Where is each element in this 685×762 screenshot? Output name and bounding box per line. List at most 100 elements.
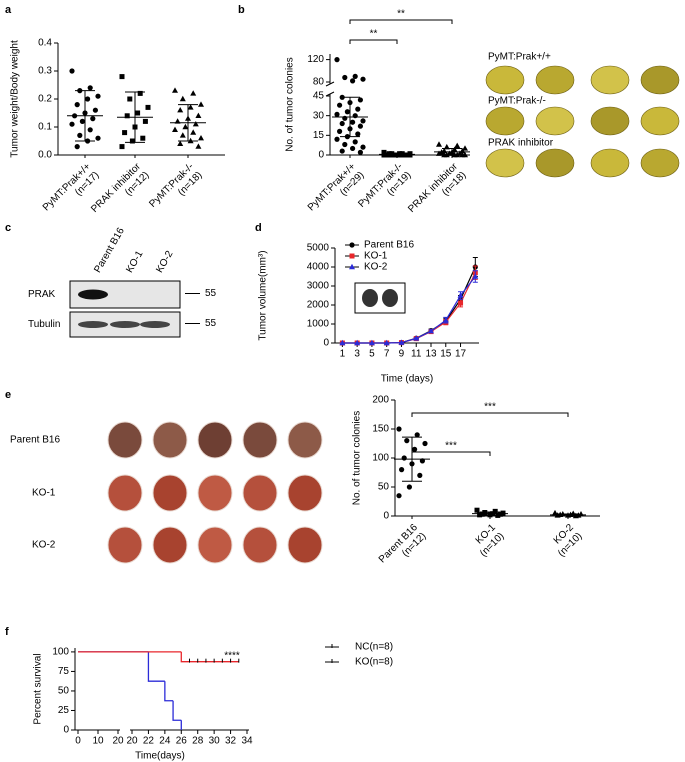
data-point (92, 107, 98, 113)
data-point (352, 139, 358, 145)
data-point (182, 123, 189, 130)
lung-photo (197, 474, 233, 512)
sd-bar (442, 147, 462, 156)
data-point (414, 432, 420, 438)
panel-letter: f (5, 626, 9, 638)
lung-photo (107, 474, 143, 512)
lane-label: KO-1 (124, 249, 145, 275)
lung-photo (242, 526, 278, 564)
y-tick-label: 30 (313, 110, 325, 121)
sd-bar (75, 90, 95, 142)
data-point (177, 140, 184, 146)
y-axis-title: Tumor volume(mm³) (258, 250, 269, 340)
legend-marker (349, 253, 355, 259)
lung-photo (640, 65, 680, 95)
data-point (140, 135, 146, 141)
y-tick-label: 15 (313, 130, 325, 141)
x-tick-label: 28 (192, 736, 204, 747)
x-tick-label: 34 (241, 736, 253, 747)
lung-photo (535, 106, 575, 136)
y-tick-label: 0.4 (38, 38, 52, 49)
data-point (177, 107, 184, 113)
y-tick-label: 100 (372, 453, 389, 464)
x-tick-label: 15 (440, 349, 452, 360)
x-tick-label: 24 (159, 736, 171, 747)
lane-label: KO-2 (154, 249, 175, 275)
data-point (119, 74, 125, 80)
photo-row-label: PRAK inhibitor (488, 138, 554, 149)
data-point (352, 73, 358, 79)
data-point (360, 118, 366, 124)
data-point (401, 455, 407, 461)
y-tick-label: 150 (372, 424, 389, 435)
y-axis-title: No. of tumor colonies (285, 57, 296, 152)
data-point (368, 339, 375, 346)
photo-row-label: PyMT:Prak+/+ (488, 52, 551, 63)
data-point (354, 339, 361, 346)
lung-photo (640, 148, 680, 178)
y-axis-title: Tumor weight/Body weight (10, 40, 21, 158)
data-point (339, 339, 346, 346)
data-point (172, 126, 178, 132)
data-point (357, 97, 363, 103)
data-point (458, 300, 464, 306)
data-point (479, 511, 485, 517)
panel-letter: c (5, 222, 11, 234)
data-point (198, 135, 204, 141)
data-point (174, 118, 181, 124)
data-point (357, 123, 363, 129)
sig-label: *** (445, 441, 457, 452)
data-point (337, 128, 343, 134)
data-point (355, 106, 361, 112)
x-tick-label: 3 (354, 349, 360, 360)
legend-marker (349, 263, 355, 270)
data-point (172, 87, 178, 93)
blot-row-label: Tubulin (28, 319, 60, 330)
data-point (451, 146, 458, 152)
data-point (357, 149, 363, 155)
data-point (74, 144, 80, 150)
y-tick-label: 25 (58, 705, 70, 716)
data-point (383, 339, 390, 346)
y-tick-label: 1000 (307, 319, 330, 330)
sig-bracket (349, 19, 453, 24)
y-tick-label: 45 (313, 91, 325, 102)
sd-bar (387, 153, 407, 156)
data-point (85, 96, 91, 102)
data-point (95, 93, 101, 99)
x-tick-label: 9 (399, 349, 405, 360)
y-tick-label: 3000 (307, 281, 330, 292)
lane-label: Parent B16 (92, 226, 127, 275)
data-point (413, 335, 420, 341)
data-point (352, 113, 358, 119)
lung-photo (590, 65, 630, 95)
survival-step (180, 651, 239, 663)
data-point (344, 109, 350, 115)
sig-bracket (349, 39, 398, 44)
sig-bracket (411, 451, 491, 456)
data-point (334, 57, 340, 63)
marker-label: 55 (205, 288, 217, 299)
x-tick-label: 22 (143, 736, 155, 747)
data-point (334, 136, 340, 142)
lung-photo (287, 526, 323, 564)
data-point (381, 152, 387, 158)
data-point (90, 116, 96, 122)
data-point (500, 510, 506, 516)
lung-photo (485, 106, 525, 136)
blot-row-label: PRAK (28, 289, 56, 300)
x-tick-label: 17 (455, 349, 467, 360)
y-tick-label: 2000 (307, 300, 330, 311)
data-point (350, 78, 356, 84)
data-point (69, 68, 75, 74)
y-axis-title: No. of tumor colonies (352, 411, 363, 506)
data-point (360, 144, 366, 150)
legend-label: KO-2 (364, 262, 388, 273)
data-point (381, 149, 387, 155)
panel-letter: a (5, 4, 12, 16)
legend-label: NC(n=8) (355, 642, 393, 653)
data-point (422, 440, 428, 447)
data-point (192, 121, 199, 127)
data-point (350, 145, 356, 152)
tumor-photo (382, 289, 398, 307)
